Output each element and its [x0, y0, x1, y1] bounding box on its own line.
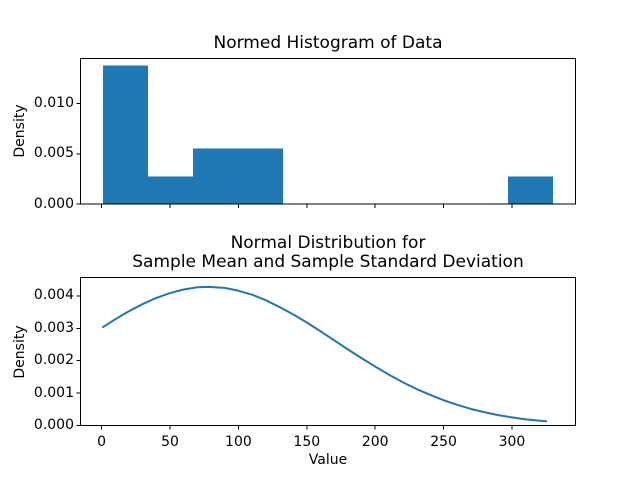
y-tick-label: 0.003	[33, 319, 74, 336]
histogram-bar	[193, 148, 238, 204]
histogram-bar	[103, 65, 148, 204]
y-tick-label: 0.001	[33, 384, 74, 401]
x-tick-label: 200	[361, 434, 389, 450]
x-tick-label: 100	[225, 434, 252, 450]
y-tick-label: 0.005	[33, 145, 74, 162]
y-tick-label: 0.000	[33, 195, 74, 212]
normal-curve-title-line2: Sample Mean and Sample Standard Deviatio…	[132, 251, 524, 272]
normal-curve-title: Normal Distribution for Sample Mean and …	[80, 234, 576, 271]
x-tick-label: 0	[97, 434, 107, 450]
x-tick-label: 150	[293, 434, 321, 450]
histogram-title: Normed Histogram of Data	[213, 33, 443, 53]
axes-frame	[80, 277, 576, 426]
normal-curve-title-line1: Normal Distribution for	[230, 233, 426, 253]
y-tick-label: 0.000	[33, 417, 74, 433]
x-tick-label: 50	[161, 434, 179, 450]
y-tick-label: 0.010	[33, 95, 74, 112]
density-curve	[102, 285, 548, 423]
x-tick-label: 250	[430, 434, 457, 450]
axes-frame	[80, 58, 576, 205]
histogram-bar	[508, 176, 553, 204]
y-tick-label: 0.002	[33, 352, 74, 369]
normal-curve-x-axis-label: Value	[308, 452, 348, 468]
x-tick-label: 300	[498, 434, 526, 450]
histogram-bar	[148, 176, 193, 204]
y-tick-label: 0.004	[33, 287, 74, 304]
histogram-bar	[238, 148, 283, 204]
